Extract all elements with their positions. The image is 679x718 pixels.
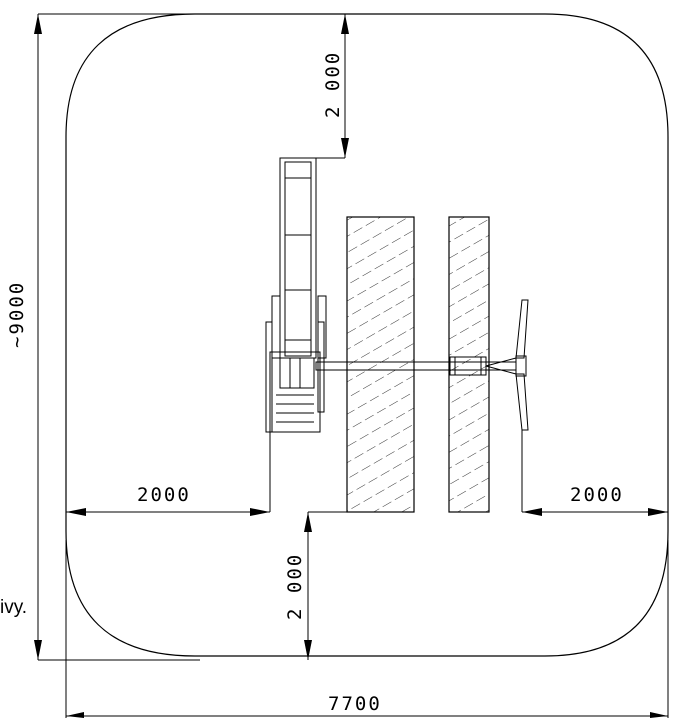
slide <box>279 157 317 359</box>
clipped-text-label: ivy. <box>0 597 28 618</box>
right-clearance-dimension <box>521 430 668 516</box>
width-dimension <box>65 540 669 718</box>
overall-width-label: 7700 <box>328 693 382 715</box>
safety-zone-outline <box>65 13 669 657</box>
bottom-clearance-label: 2 000 <box>284 552 306 620</box>
goal-post <box>485 299 529 431</box>
bottom-clearance-dimension <box>304 511 350 660</box>
tower <box>265 295 327 433</box>
overall-height-label: ~9000 <box>6 280 28 348</box>
height-dimension <box>34 13 200 661</box>
hatched-zone-left <box>346 216 415 513</box>
left-clearance-label: 2000 <box>137 484 191 506</box>
right-clearance-label: 2000 <box>570 484 624 506</box>
hatched-zone-right <box>448 216 490 513</box>
left-clearance-dimension <box>66 432 271 516</box>
top-clearance-dimension <box>316 14 349 159</box>
top-clearance-label: 2 000 <box>322 50 344 118</box>
